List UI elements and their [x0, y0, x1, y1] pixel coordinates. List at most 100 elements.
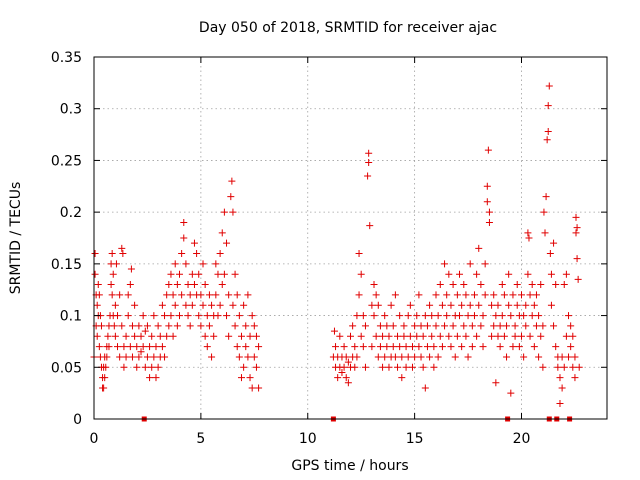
data-point — [128, 353, 136, 361]
data-point — [432, 322, 440, 330]
data-point — [349, 322, 357, 330]
data-point — [436, 281, 444, 289]
data-point — [556, 399, 564, 407]
data-point — [398, 374, 406, 382]
data-point — [481, 291, 489, 299]
data-point — [456, 312, 464, 320]
data-point — [220, 208, 228, 216]
data-point — [419, 332, 427, 340]
data-point — [173, 322, 181, 330]
data-point — [483, 182, 491, 190]
data-point — [485, 218, 493, 226]
data-point — [445, 270, 453, 278]
data-point — [141, 327, 149, 335]
data-point — [468, 322, 476, 330]
data-point — [214, 312, 222, 320]
data-point — [94, 281, 102, 289]
y-tick-label: 0.15 — [51, 257, 82, 273]
data-point — [458, 343, 466, 351]
data-point — [365, 158, 373, 166]
data-point — [550, 322, 558, 330]
data-point — [255, 384, 263, 392]
data-point — [137, 332, 145, 340]
data-point — [376, 322, 384, 330]
data-point — [573, 224, 581, 232]
data-point — [464, 353, 472, 361]
data-point — [396, 343, 404, 351]
data-point — [361, 363, 369, 371]
data-point — [368, 343, 376, 351]
data-point — [470, 291, 478, 299]
data-point — [413, 332, 421, 340]
data-point — [165, 322, 173, 330]
data-point — [122, 353, 130, 361]
data-point — [428, 332, 436, 340]
data-point — [462, 332, 470, 340]
data-point — [216, 301, 224, 309]
data-point — [567, 322, 575, 330]
data-point — [543, 136, 551, 144]
data-point — [250, 322, 258, 330]
data-point — [490, 322, 498, 330]
data-point — [528, 281, 536, 289]
data-point — [141, 363, 149, 371]
data-point — [413, 312, 421, 320]
data-point — [544, 102, 552, 110]
data-point — [402, 363, 410, 371]
data-point — [542, 193, 550, 201]
data-point — [93, 332, 101, 340]
data-point — [488, 332, 496, 340]
data-point — [143, 353, 151, 361]
data-point — [565, 353, 573, 361]
data-point — [484, 146, 492, 154]
data-point — [186, 322, 194, 330]
data-point — [379, 363, 387, 371]
data-point — [124, 291, 132, 299]
data-point — [524, 270, 532, 278]
data-point — [143, 322, 151, 330]
data-point — [547, 301, 555, 309]
data-point — [347, 332, 354, 340]
data-point — [124, 312, 132, 320]
data-point — [545, 82, 553, 90]
data-point — [208, 301, 216, 309]
data-point — [525, 234, 533, 242]
data-point — [532, 322, 540, 330]
data-point — [101, 374, 109, 382]
data-point — [415, 291, 423, 299]
data-point — [556, 374, 564, 382]
data-point — [176, 312, 183, 320]
data-point — [490, 291, 498, 299]
data-point — [470, 312, 478, 320]
data-point — [231, 270, 239, 278]
x-tick-label: 5 — [196, 431, 205, 447]
data-point — [372, 332, 380, 340]
data-point — [357, 332, 365, 340]
data-point — [515, 343, 523, 351]
data-point — [372, 291, 380, 299]
data-point — [569, 332, 577, 340]
data-point — [423, 343, 431, 351]
data-point — [436, 332, 444, 340]
data-point — [505, 301, 513, 309]
data-point — [252, 363, 260, 371]
data-point — [438, 301, 446, 309]
data-point — [547, 270, 555, 278]
data-point — [447, 301, 455, 309]
data-point — [193, 250, 201, 258]
data-point — [415, 343, 423, 351]
data-point — [355, 291, 363, 299]
data-point — [406, 301, 414, 309]
data-point — [445, 332, 453, 340]
data-point — [244, 291, 252, 299]
data-point — [513, 301, 521, 309]
data-point — [441, 322, 449, 330]
y-tick-label: 0.05 — [51, 360, 82, 376]
chart-title: Day 050 of 2018, SRMTID for receiver aja… — [199, 20, 497, 36]
data-point — [163, 291, 171, 299]
data-point — [91, 270, 99, 278]
data-point — [108, 250, 116, 258]
data-point — [340, 343, 348, 351]
data-point — [148, 363, 156, 371]
